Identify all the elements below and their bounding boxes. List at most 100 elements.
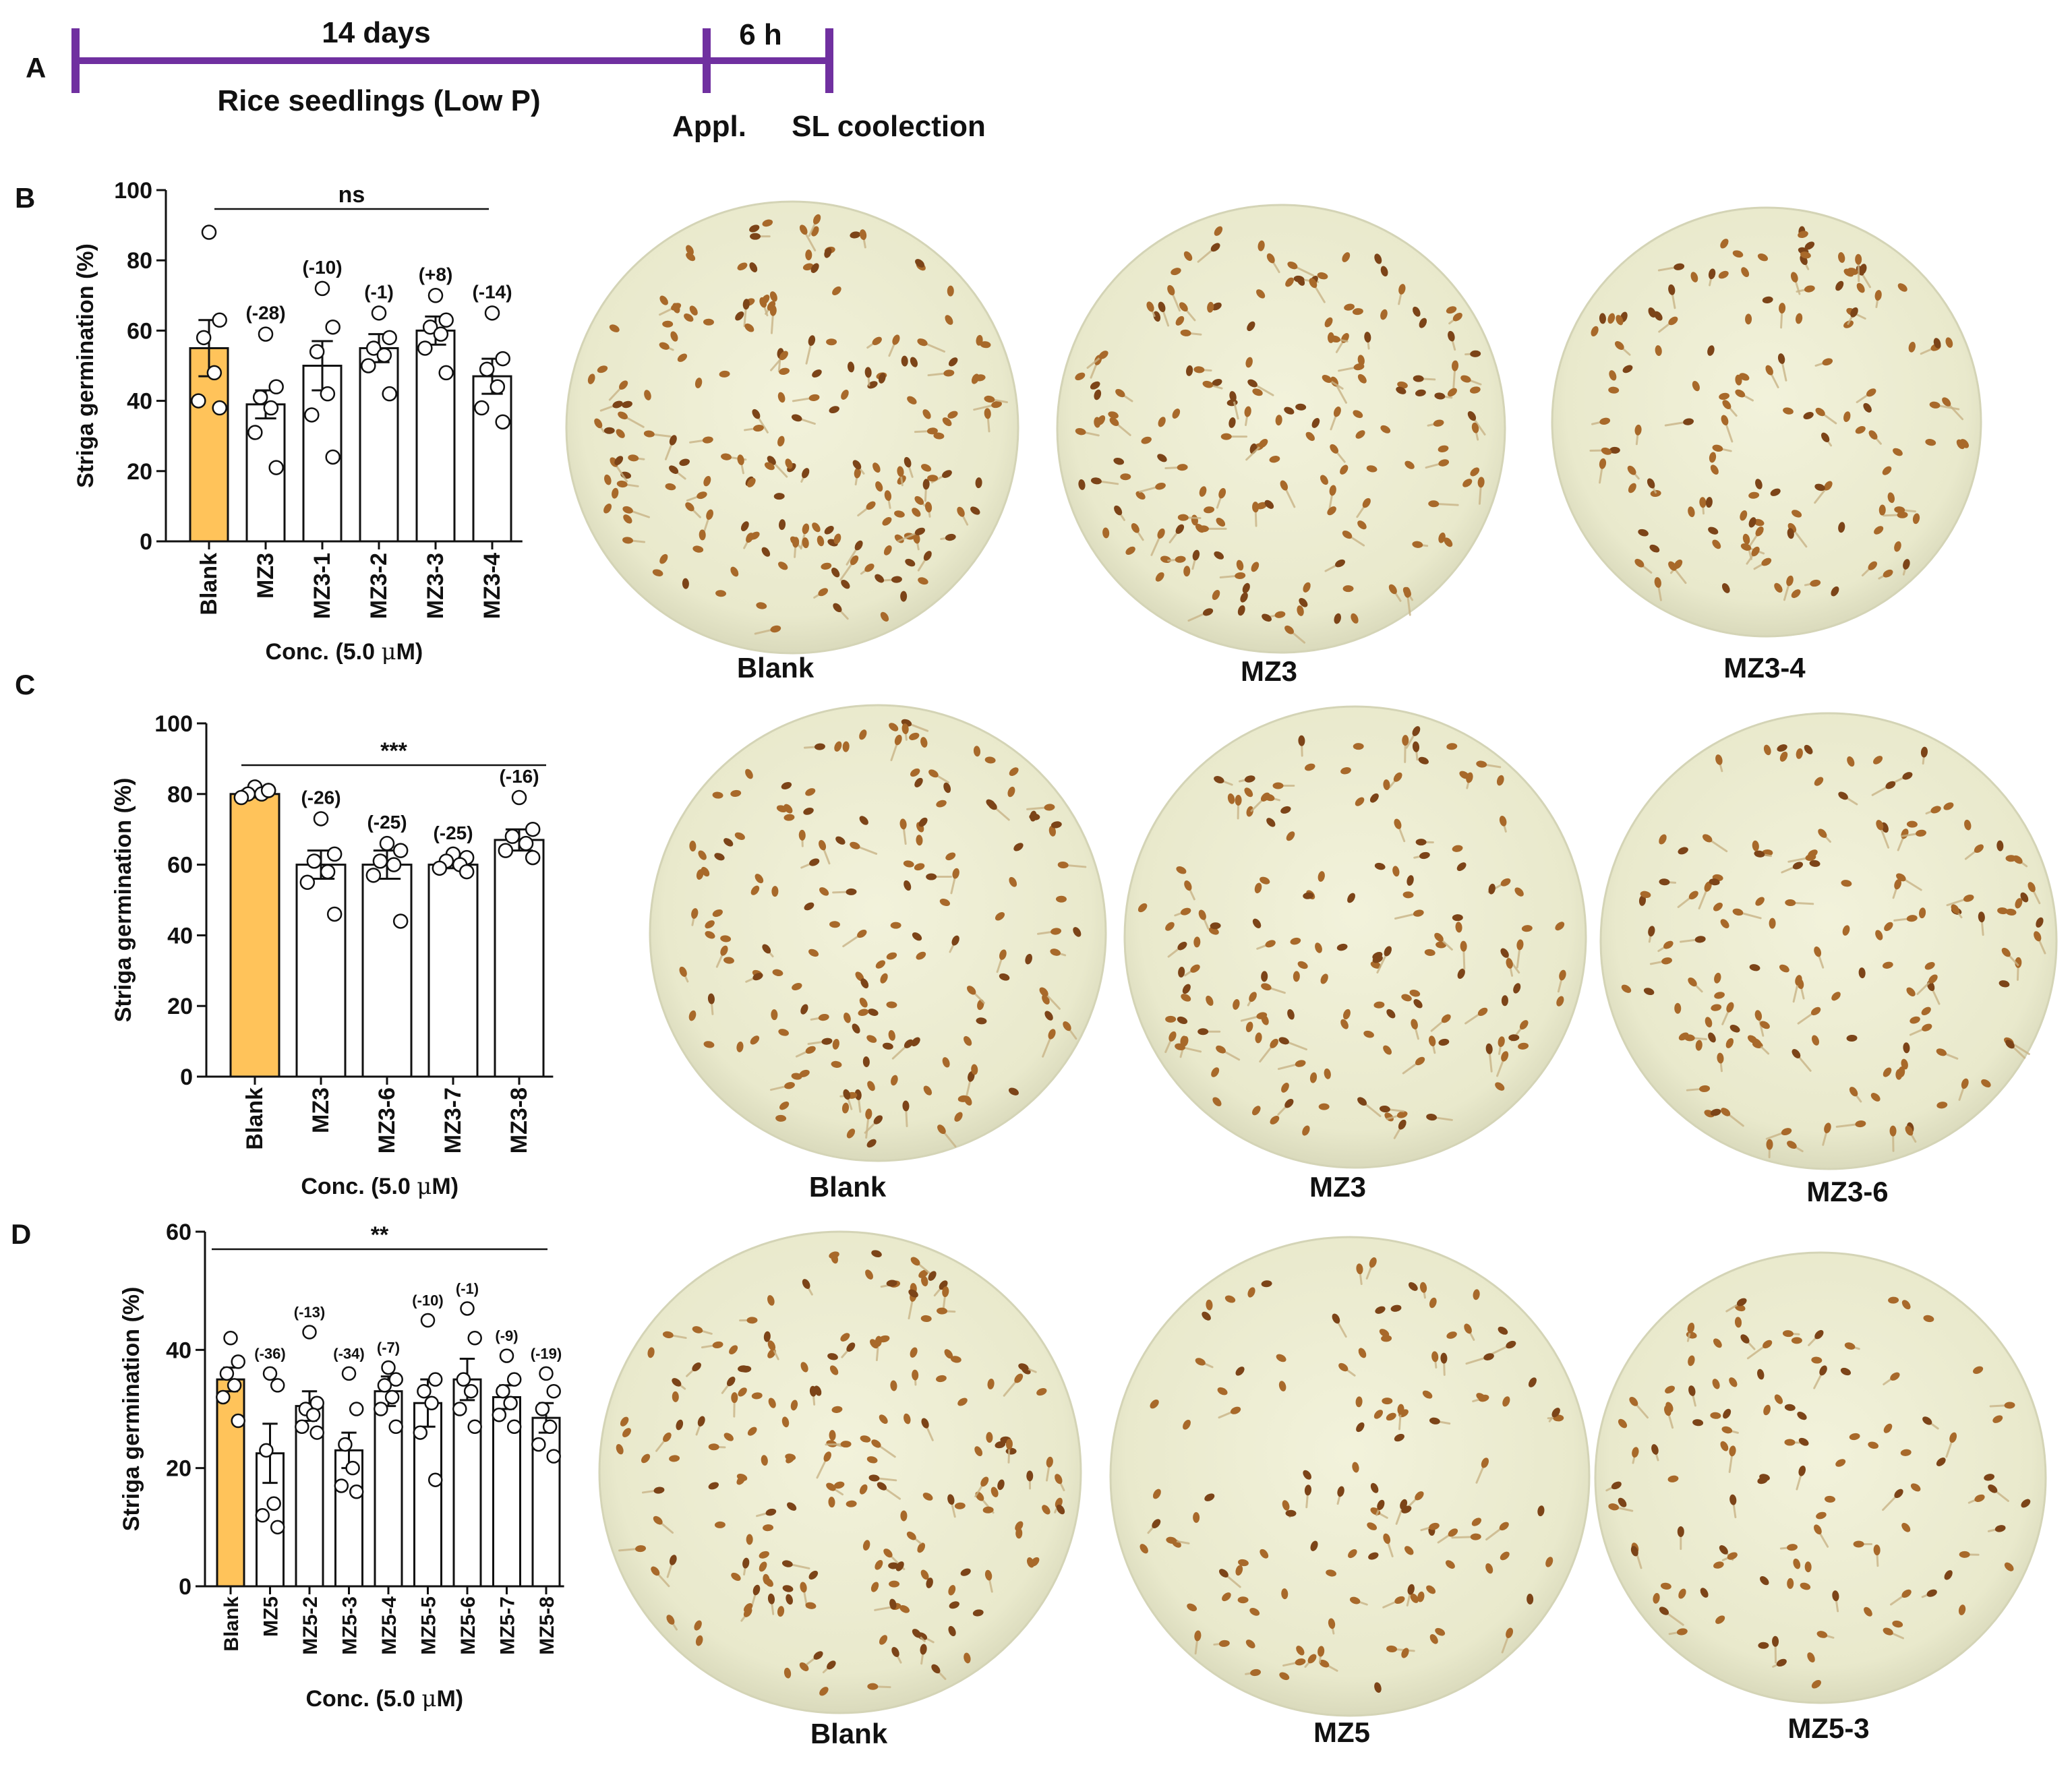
striga-seed [692,1362,701,1372]
striga-seed [1266,253,1275,264]
striga-seed [701,866,710,877]
data-point [427,1372,443,1387]
striga-seed [1694,936,1706,943]
striga-seed [1912,513,1920,524]
striga-seed [936,1375,947,1383]
striga-seed [1158,417,1166,427]
striga-seed [1202,380,1214,388]
striga-seed [1774,582,1783,593]
striga-seed [1844,1342,1856,1350]
striga-seed [1513,983,1521,994]
striga-seed [1197,1028,1209,1035]
y-tick-label: 60 [167,853,193,878]
striga-seed [1409,990,1421,997]
striga-seed [1013,843,1024,851]
striga-seed [854,467,861,479]
striga-seed [814,743,825,750]
striga-seed [1408,1282,1418,1291]
striga-seed [819,840,827,851]
data-point [506,1372,522,1387]
striga-seed [1906,820,1918,828]
striga-seed [1893,448,1903,456]
striga-seed [1863,402,1872,413]
striga-seed [889,723,899,731]
striga-seed [914,863,925,871]
striga-seed [714,853,725,861]
striga-seed [1496,775,1504,786]
dish-surface [649,704,1107,1162]
striga-seed [984,408,991,419]
striga-seed [1925,438,1936,446]
striga-seed [1413,306,1421,317]
striga-seed [679,458,690,467]
data-point [365,868,382,883]
x-axis-title-mu: μ [421,1685,436,1712]
striga-seed [771,1009,778,1021]
striga-seed [803,807,814,815]
striga-seed [951,935,959,946]
striga-seed [647,1347,655,1358]
striga-seed [1894,1489,1903,1499]
striga-seed [720,935,732,942]
category-label: MZ3 [253,553,278,599]
data-point [438,365,454,381]
striga-seed [995,911,1005,921]
striga-seed [944,1349,953,1359]
data-point [345,1460,360,1476]
striga-seed [1779,964,1789,973]
striga-seed [800,1004,808,1015]
striga-seed [1356,1422,1365,1433]
striga-seed [884,490,892,502]
striga-seed [1471,1518,1482,1526]
striga-seed [917,338,928,347]
striga-seed [1868,561,1877,570]
striga-seed [883,1549,893,1558]
striga-seed [1629,1397,1638,1406]
striga-seed [706,509,713,520]
data-point [452,1402,467,1416]
striga-seed [1245,1640,1255,1649]
striga-seed [1615,340,1624,351]
striga-seed [1320,973,1328,984]
striga-seed [1212,379,1222,387]
data-point [270,1378,285,1393]
striga-seed [1849,1087,1858,1097]
striga-seed [612,487,619,499]
striga-seed [1800,1582,1811,1590]
striga-seed [1710,1412,1721,1419]
data-point [422,319,438,335]
striga-seed [832,1038,839,1050]
striga-seed [805,1046,816,1054]
striga-seed [1353,410,1363,419]
striga-seed [870,1582,879,1592]
striga-seed [1964,819,1972,831]
striga-seed [831,1060,842,1068]
striga-seed [1470,467,1480,477]
striga-seed [872,462,881,473]
striga-seed [1078,479,1086,490]
striga-seed [708,1482,719,1490]
striga-seed [1384,946,1392,957]
data-point [320,386,336,402]
striga-seed [1177,514,1189,521]
striga-seed [1695,1040,1703,1051]
striga-seed [1374,1682,1382,1693]
striga-seed [1751,546,1760,557]
striga-seed [918,1269,928,1278]
striga-seed [840,1441,852,1448]
change-label: (-28) [245,303,285,324]
striga-seed [841,390,849,400]
striga-seed [1897,283,1907,292]
striga-seed [1404,460,1415,469]
petri-dish-c-mz3-6: MZ3-6 [1599,712,2058,1207]
striga-seed [1055,895,1067,903]
striga-seed [1460,375,1471,383]
data-point [539,1366,554,1381]
data-point [542,1419,558,1435]
striga-seed [846,888,857,895]
striga-seed [824,247,832,258]
striga-seed [1401,1648,1409,1658]
striga-seed [778,1029,789,1036]
striga-seed [1379,1329,1390,1338]
